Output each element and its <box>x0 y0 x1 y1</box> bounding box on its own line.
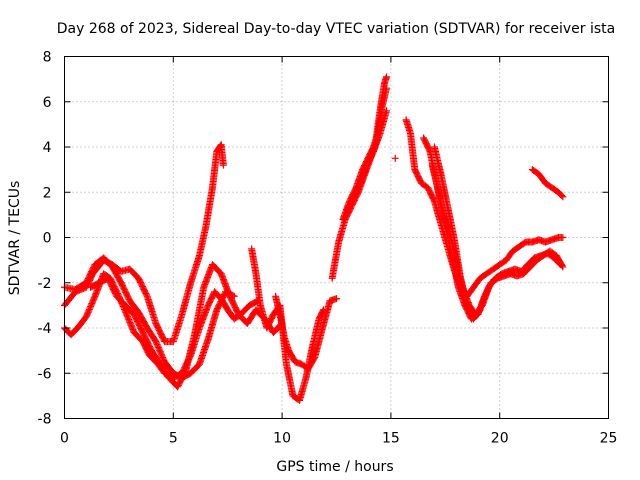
data-points <box>61 73 567 404</box>
y-tick-label: 8 <box>43 50 52 66</box>
data-point <box>219 161 227 169</box>
y-tick-label: -8 <box>38 412 52 428</box>
x-tick-label: 5 <box>169 431 178 447</box>
axis-ticks <box>64 56 609 419</box>
series-arc-1 <box>61 141 227 346</box>
data-point <box>476 306 484 314</box>
y-tick-label: 6 <box>43 95 52 111</box>
x-tick-label: 25 <box>600 431 618 447</box>
y-tick-label: -2 <box>38 276 52 292</box>
data-point <box>559 193 567 201</box>
y-tick-label: -6 <box>38 366 52 382</box>
data-point <box>391 154 399 162</box>
y-tick-label: 2 <box>43 185 52 201</box>
series-arc-8 <box>339 84 391 223</box>
y-tick-label: -4 <box>38 321 52 337</box>
x-tick-label: 10 <box>273 431 291 447</box>
y-tick-label: 4 <box>43 140 52 156</box>
series-arc-4 <box>87 261 286 391</box>
series-arc-12 <box>428 161 567 323</box>
series-arc-9 <box>343 107 391 214</box>
series-arc-13 <box>430 143 484 323</box>
data-point <box>475 307 483 315</box>
y-axis-label: SDTVAR / TECUs <box>7 181 23 296</box>
chart-title: Day 268 of 2023, Sidereal Day-to-day VTE… <box>57 21 615 37</box>
x-tick-label: 20 <box>491 431 509 447</box>
x-axis-label: GPS time / hours <box>276 459 393 475</box>
series-isolated <box>391 154 399 162</box>
data-point <box>559 263 567 271</box>
y-tick-labels: -8 -6 -4 -2 0 2 4 6 8 <box>38 50 52 428</box>
data-point <box>558 262 566 270</box>
x-tick-labels: 0 5 10 15 20 25 <box>60 431 617 447</box>
series-arc-3 <box>61 254 238 382</box>
series-arc-5 <box>248 245 327 404</box>
data-point <box>383 107 391 115</box>
data-point <box>558 192 566 200</box>
data-point <box>383 84 391 92</box>
data-point <box>559 234 567 241</box>
y-tick-label: 0 <box>43 231 52 247</box>
series-arc-14 <box>528 166 567 201</box>
x-tick-label: 0 <box>60 431 69 447</box>
data-point <box>333 295 340 303</box>
x-tick-label: 15 <box>382 431 400 447</box>
series-arc-6 <box>272 292 340 373</box>
data-point <box>383 73 391 81</box>
